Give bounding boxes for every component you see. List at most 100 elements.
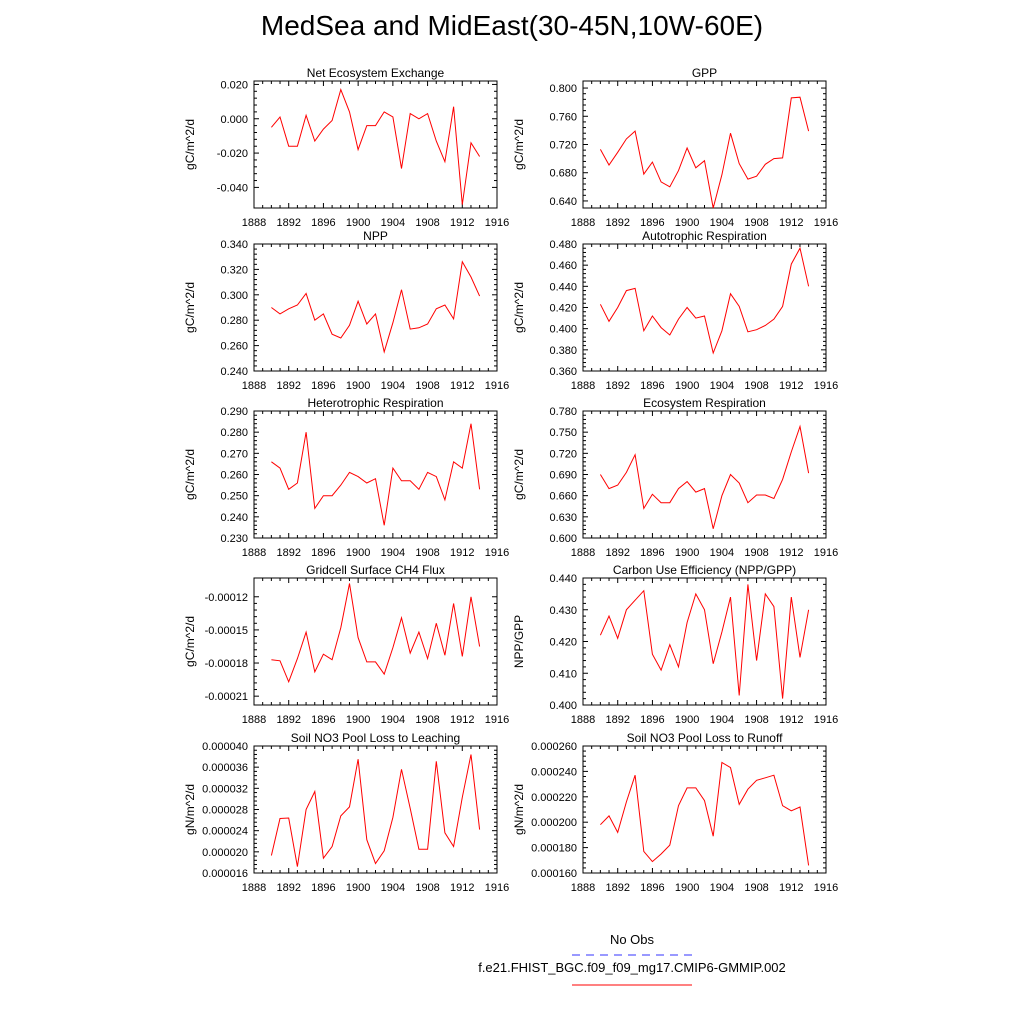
y-tick-label-9: 0.000036 bbox=[202, 762, 248, 774]
panel-title-6: Ecosystem Respiration bbox=[643, 396, 766, 410]
plot-frame-6 bbox=[582, 410, 827, 539]
x-tick-label-6: 1916 bbox=[814, 547, 838, 559]
x-tick-label-7: 1892 bbox=[276, 714, 300, 726]
y-tick-label-10: 0.000220 bbox=[531, 792, 577, 804]
y-tick-label-10: 0.000240 bbox=[531, 766, 577, 778]
x-tick-label-8: 1908 bbox=[744, 714, 768, 726]
series-line-6-1 bbox=[599, 424, 810, 529]
series-line-9-1 bbox=[270, 754, 481, 867]
x-tick-label-1: 1916 bbox=[485, 217, 509, 229]
x-tick-label-8: 1896 bbox=[640, 714, 664, 726]
x-tick-label-2: 1892 bbox=[605, 217, 629, 229]
y-tick-label-10: 0.000260 bbox=[531, 741, 577, 753]
y-tick-label-1: 0.020 bbox=[220, 79, 248, 91]
y-tick-label-4: 0.360 bbox=[549, 366, 577, 378]
series-line-1-1 bbox=[271, 88, 481, 205]
x-tick-label-10: 1908 bbox=[744, 882, 768, 894]
x-tick-label-2: 1896 bbox=[640, 217, 664, 229]
y-tick-label-2: 0.640 bbox=[549, 196, 577, 208]
x-tick-label-4: 1896 bbox=[640, 380, 664, 392]
y-tick-label-3: 0.280 bbox=[220, 315, 248, 327]
x-tick-label-5: 1888 bbox=[242, 547, 266, 559]
x-tick-label-10: 1900 bbox=[675, 882, 699, 894]
x-tick-label-8: 1916 bbox=[814, 714, 838, 726]
series-line-8-1 bbox=[599, 584, 810, 699]
x-tick-label-3: 1908 bbox=[415, 380, 439, 392]
y-tick-label-6: 0.600 bbox=[549, 533, 577, 545]
x-tick-label-1: 1912 bbox=[450, 217, 474, 229]
x-tick-label-2: 1912 bbox=[779, 217, 803, 229]
y-tick-label-4: 0.480 bbox=[549, 239, 577, 251]
y-tick-label-2: 0.760 bbox=[549, 111, 577, 123]
x-tick-label-5: 1892 bbox=[276, 547, 300, 559]
y-tick-label-1: -0.040 bbox=[217, 182, 248, 194]
y-tick-label-5: 0.230 bbox=[220, 533, 248, 545]
y-tick-label-7: -0.00012 bbox=[205, 592, 248, 604]
series-line-2-1 bbox=[599, 96, 810, 209]
x-tick-label-9: 1904 bbox=[381, 882, 405, 894]
x-tick-label-5: 1912 bbox=[450, 547, 474, 559]
y-tick-label-10: 0.000180 bbox=[531, 843, 577, 855]
panel-title-1: Net Ecosystem Exchange bbox=[307, 66, 445, 80]
x-tick-label-4: 1904 bbox=[710, 380, 734, 392]
y-tick-label-6: 0.720 bbox=[549, 448, 577, 460]
x-tick-label-9: 1912 bbox=[450, 882, 474, 894]
plot-frame-4 bbox=[582, 243, 827, 372]
series-line-10-1 bbox=[600, 761, 810, 866]
y-tick-label-5: 0.270 bbox=[220, 448, 248, 460]
y-tick-label-8: 0.430 bbox=[549, 605, 577, 617]
panel-title-2: GPP bbox=[692, 66, 717, 80]
y-tick-label-8: 0.420 bbox=[549, 637, 577, 649]
series-line-7-1 bbox=[271, 583, 481, 684]
page-title: MedSea and MidEast(30-45N,10W-60E) bbox=[260, 10, 764, 41]
x-tick-label-5: 1896 bbox=[311, 547, 335, 559]
plot-frame-2 bbox=[582, 80, 827, 209]
y-tick-label-2: 0.680 bbox=[549, 168, 577, 180]
y-tick-label-9: 0.000040 bbox=[202, 741, 248, 753]
y-tick-label-4: 0.420 bbox=[549, 303, 577, 315]
y-tick-label-1: -0.020 bbox=[217, 148, 248, 160]
x-tick-label-3: 1912 bbox=[450, 380, 474, 392]
x-tick-label-2: 1888 bbox=[571, 217, 595, 229]
x-tick-label-4: 1900 bbox=[675, 380, 699, 392]
y-tick-label-8: 0.400 bbox=[549, 700, 577, 712]
y-tick-label-6: 0.780 bbox=[549, 406, 577, 418]
x-tick-label-7: 1896 bbox=[311, 714, 335, 726]
panel-ylabel-3: gC/m^2/d bbox=[183, 282, 197, 333]
y-tick-label-1: 0.000 bbox=[220, 114, 248, 126]
x-tick-label-2: 1904 bbox=[710, 217, 734, 229]
x-tick-label-4: 1888 bbox=[571, 380, 595, 392]
x-tick-label-1: 1908 bbox=[415, 217, 439, 229]
y-tick-label-9: 0.000028 bbox=[202, 805, 248, 817]
y-tick-label-9: 0.000032 bbox=[202, 783, 248, 795]
x-tick-label-4: 1912 bbox=[779, 380, 803, 392]
x-tick-label-7: 1904 bbox=[381, 714, 405, 726]
x-tick-label-3: 1904 bbox=[381, 380, 405, 392]
y-tick-label-2: 0.800 bbox=[549, 83, 577, 95]
x-tick-label-6: 1908 bbox=[744, 547, 768, 559]
x-tick-label-10: 1892 bbox=[605, 882, 629, 894]
panel-title-8: Carbon Use Efficiency (NPP/GPP) bbox=[613, 563, 796, 577]
x-tick-label-6: 1888 bbox=[571, 547, 595, 559]
x-tick-label-7: 1888 bbox=[242, 714, 266, 726]
y-tick-label-4: 0.380 bbox=[549, 345, 577, 357]
y-tick-label-6: 0.630 bbox=[549, 512, 577, 524]
x-tick-label-7: 1916 bbox=[485, 714, 509, 726]
x-tick-label-5: 1908 bbox=[415, 547, 439, 559]
y-tick-label-9: 0.000020 bbox=[202, 847, 248, 859]
x-tick-label-3: 1916 bbox=[485, 380, 509, 392]
x-tick-label-4: 1916 bbox=[814, 380, 838, 392]
x-tick-label-9: 1908 bbox=[415, 882, 439, 894]
x-tick-label-8: 1888 bbox=[571, 714, 595, 726]
series-line-5-1 bbox=[271, 423, 481, 526]
y-tick-label-5: 0.260 bbox=[220, 470, 248, 482]
y-tick-label-3: 0.240 bbox=[220, 366, 248, 378]
x-tick-label-1: 1904 bbox=[381, 217, 405, 229]
panel-ylabel-7: gC/m^2/d bbox=[183, 616, 197, 667]
x-tick-label-3: 1900 bbox=[346, 380, 370, 392]
x-tick-label-9: 1916 bbox=[485, 882, 509, 894]
x-tick-label-6: 1892 bbox=[605, 547, 629, 559]
y-tick-label-3: 0.260 bbox=[220, 341, 248, 353]
y-tick-label-10: 0.000160 bbox=[531, 868, 577, 880]
